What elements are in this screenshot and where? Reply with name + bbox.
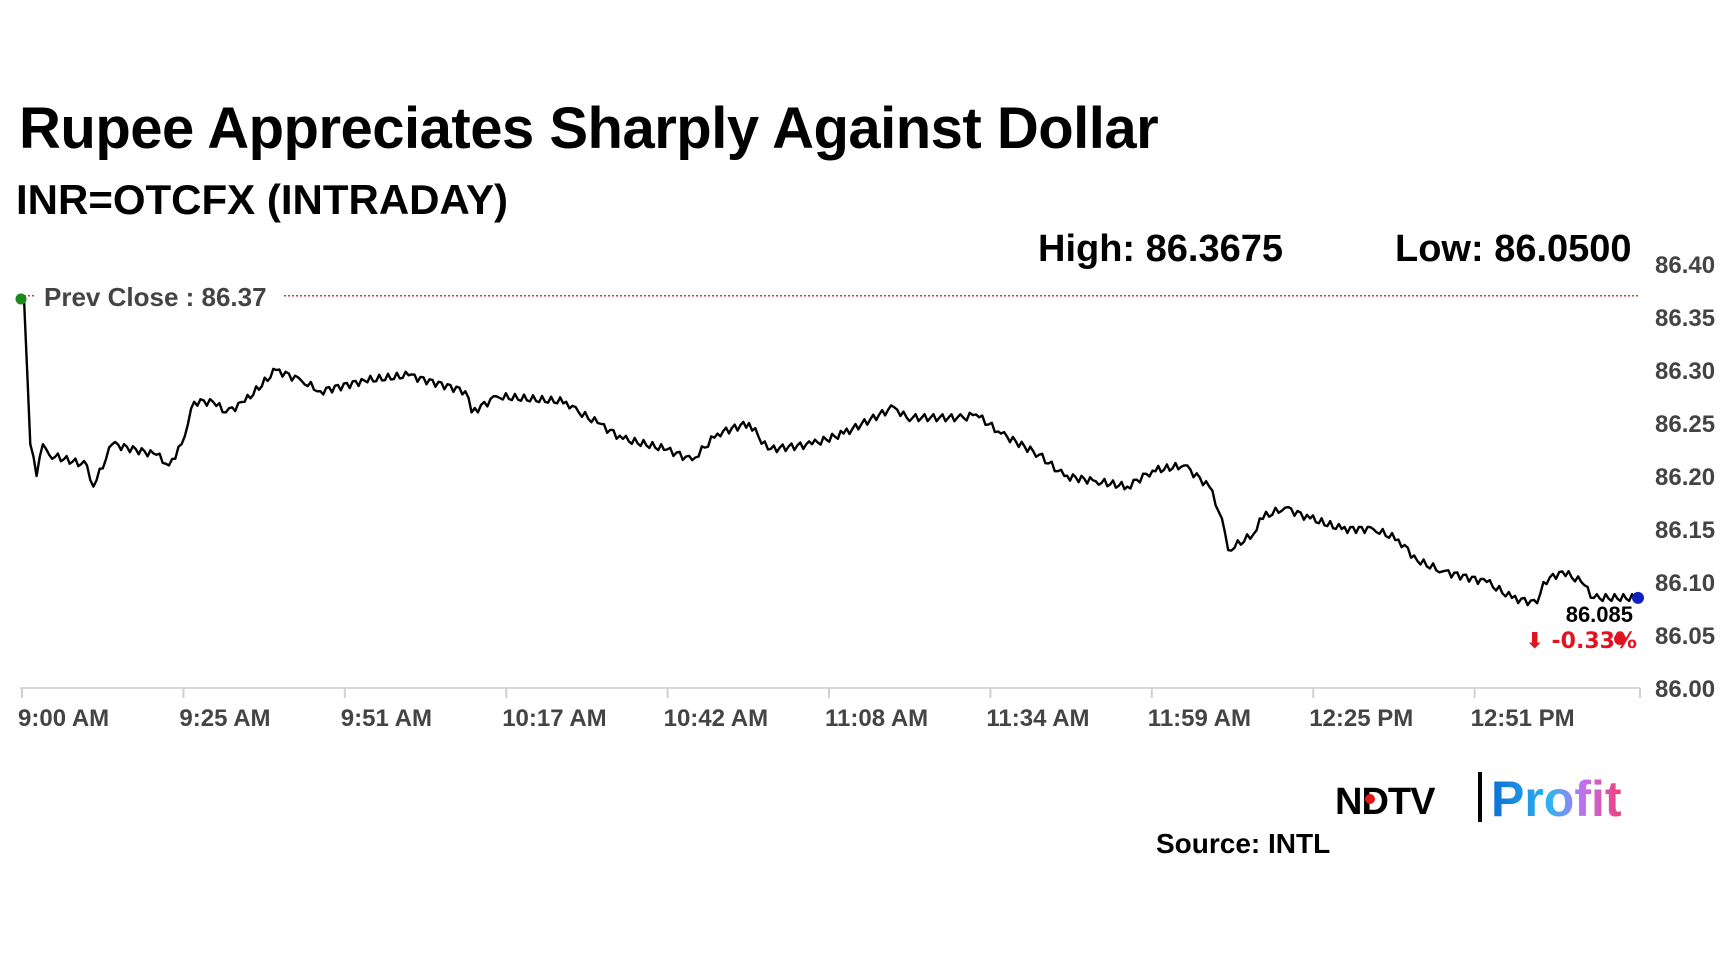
y-tick-label: 86.25: [1655, 411, 1715, 438]
source-note: Source: INTL: [1156, 828, 1331, 859]
x-tick-label: 11:59 AM: [1148, 705, 1251, 732]
high-value: High: 86.3675: [1038, 228, 1283, 270]
y-tick-label: 86.40: [1655, 252, 1715, 279]
y-tick-label: 86.30: [1655, 358, 1715, 385]
y-tick-label: 86.05: [1655, 623, 1715, 650]
y-tick-label: 86.15: [1655, 517, 1715, 544]
start-dot: [15, 293, 27, 305]
x-tick-label: 11:34 AM: [986, 705, 1089, 732]
y-tick-label: 86.20: [1655, 464, 1715, 491]
low-value: Low: 86.0500: [1395, 228, 1632, 270]
y-tick-label: 86.35: [1655, 305, 1715, 332]
end-dot: [1632, 591, 1644, 604]
ndtv-profit-logo: NDTV Profit: [1335, 770, 1635, 835]
x-tick-label: 9:25 AM: [179, 705, 270, 732]
y-tick-label: 86.00: [1655, 676, 1715, 703]
x-tick-label: 9:00 AM: [18, 705, 109, 732]
last-value-label: 86.085: [1566, 602, 1633, 627]
x-tick-label: 9:51 AM: [341, 705, 432, 732]
x-tick-label: 11:08 AM: [825, 705, 928, 732]
x-tick-label: 10:17 AM: [502, 705, 606, 732]
chart-subtitle: INR=OTCFX (INTRADAY): [16, 176, 508, 223]
x-tick-label: 12:51 PM: [1471, 705, 1575, 732]
price-line: [22, 298, 1639, 607]
change-dot: [1614, 633, 1626, 645]
svg-text:Profit: Profit: [1491, 771, 1622, 827]
x-tick-label: 10:42 AM: [664, 705, 768, 732]
logo-graphic: NDTV Profit: [1335, 771, 1622, 827]
x-tick-label: 12:25 PM: [1309, 705, 1413, 732]
chart-title: Rupee Appreciates Sharply Against Dollar: [19, 96, 1159, 161]
svg-text:NDTV: NDTV: [1335, 781, 1436, 823]
y-tick-label: 86.10: [1655, 570, 1715, 597]
prev-close-label: Prev Close : 86.37: [44, 282, 267, 312]
